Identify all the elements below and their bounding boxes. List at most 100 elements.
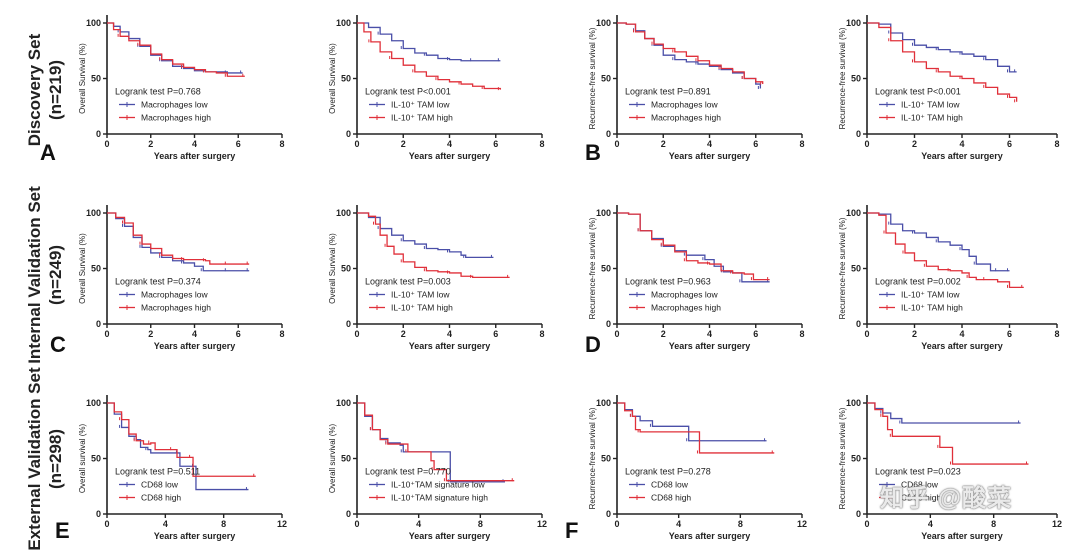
x-tick-label: 0 [614, 139, 619, 149]
x-tick-label: 4 [959, 329, 964, 339]
logrank-annotation: Logrank test P=0.278 [625, 467, 711, 477]
y-axis-label: Overall survival (%) [78, 423, 87, 493]
row-label-text: Discovery Set (n=219) [24, 34, 66, 146]
y-axis-label: Overall Survival (%) [328, 233, 337, 304]
y-tick-label: 0 [606, 509, 611, 519]
legend-item-low: Macrophages low [141, 100, 208, 110]
legend-item-high: IL-10⁺ TAM high [391, 113, 453, 123]
x-tick-label: 8 [478, 519, 483, 529]
y-tick-label: 0 [346, 509, 351, 519]
km-plot-a1: 0 50 100 0 2 4 6 8 Years after surgery Overall Su… [78, 15, 285, 161]
x-tick-label: 4 [676, 519, 681, 529]
legend-item-low: CD68 low [901, 480, 939, 490]
y-tick-label: 50 [341, 454, 351, 464]
y-tick-label: 50 [851, 264, 861, 274]
x-tick-label: 12 [1052, 519, 1062, 529]
y-axis-label: Recurrence-free survival (%) [588, 407, 597, 509]
x-axis-label: Years after surgery [154, 151, 236, 161]
legend-item-low: CD68 low [141, 480, 179, 490]
km-curve-low [107, 402, 249, 491]
y-axis-label: Overall Survival (%) [78, 233, 87, 304]
y-axis-label: Recurrence-free survival (%) [838, 407, 847, 509]
y-tick-label: 100 [846, 18, 861, 28]
y-tick-label: 0 [96, 509, 101, 519]
legend-item-low: IL-10⁺ TAM low [901, 100, 960, 110]
y-tick-label: 50 [341, 264, 351, 274]
y-tick-label: 50 [851, 74, 861, 84]
x-tick-label: 4 [447, 329, 452, 339]
x-tick-label: 0 [354, 139, 359, 149]
panel-letter-f: F [565, 518, 579, 543]
x-tick-label: 2 [661, 329, 666, 339]
legend-item-high: CD68 high [901, 493, 941, 503]
x-tick-label: 12 [277, 519, 287, 529]
logrank-annotation: Logrank test P<0.001 [365, 87, 451, 97]
km-curve-high [357, 402, 515, 482]
x-axis-label: Years after surgery [669, 341, 751, 351]
legend-item-low: CD68 low [651, 480, 689, 490]
x-tick-label: 4 [959, 139, 964, 149]
x-tick-label: 0 [104, 329, 109, 339]
y-tick-label: 50 [341, 74, 351, 84]
x-axis-label: Years after surgery [669, 531, 751, 541]
km-curve-high [107, 212, 250, 265]
y-tick-label: 0 [346, 129, 351, 139]
panel-letter-d: D [585, 332, 601, 357]
km-curve-high [107, 402, 256, 477]
km-curve-low [107, 22, 243, 74]
logrank-annotation: Logrank test P=0.023 [875, 467, 961, 477]
y-tick-label: 100 [596, 18, 611, 28]
y-tick-label: 0 [96, 319, 101, 329]
x-tick-label: 4 [707, 329, 712, 339]
km-plot-c2: 0 50 100 0 2 4 6 8 Years after surgery Overall Su… [328, 205, 545, 351]
legend-item-low: Macrophages low [141, 290, 208, 300]
row-label-line1: External Validation Set [25, 367, 44, 551]
x-axis-label: Years after surgery [921, 151, 1003, 161]
x-tick-label: 8 [279, 139, 284, 149]
x-axis-label: Years after surgery [669, 151, 751, 161]
km-curve-high [867, 22, 1018, 102]
y-tick-label: 100 [336, 398, 351, 408]
logrank-annotation: Logrank test P<0.001 [875, 87, 961, 97]
km-plot-e1: 0 50 100 0 4 8 12 Years after surgery Overall su… [78, 395, 287, 541]
legend-item-low: IL-10⁺ TAM low [391, 290, 450, 300]
km-plot-a2: 0 50 100 0 2 4 6 8 Years after surgery Overall Su… [328, 15, 545, 161]
y-axis-label: Recurrence-free survival (%) [838, 27, 847, 129]
logrank-annotation: Logrank test P=0.770 [365, 467, 451, 477]
x-axis-label: Years after surgery [154, 341, 236, 351]
x-tick-label: 6 [236, 329, 241, 339]
legend-item-high: IL-10⁺ TAM high [391, 303, 453, 313]
y-axis-label: Recurrence-free survival (%) [588, 217, 597, 319]
km-curve-low [107, 212, 250, 272]
x-tick-label: 8 [1054, 139, 1059, 149]
row-label-line2: (n=249) [46, 245, 65, 306]
x-tick-label: 6 [1007, 139, 1012, 149]
x-axis-label: Years after surgery [921, 531, 1003, 541]
x-tick-label: 2 [661, 139, 666, 149]
km-curve-high [617, 22, 764, 85]
x-tick-label: 0 [354, 519, 359, 529]
x-tick-label: 2 [912, 139, 917, 149]
logrank-annotation: Logrank test P=0.963 [625, 277, 711, 287]
y-tick-label: 0 [856, 319, 861, 329]
y-tick-label: 100 [596, 208, 611, 218]
x-tick-label: 0 [104, 519, 109, 529]
x-tick-label: 2 [148, 139, 153, 149]
x-tick-label: 4 [163, 519, 168, 529]
y-tick-label: 100 [86, 208, 101, 218]
y-tick-label: 50 [91, 454, 101, 464]
km-curve-high [107, 22, 245, 77]
km-curve-high [357, 22, 502, 90]
legend-item-high: Macrophages high [141, 303, 211, 313]
y-tick-label: 100 [846, 398, 861, 408]
x-tick-label: 0 [614, 329, 619, 339]
y-tick-label: 0 [96, 129, 101, 139]
legend-item-high: Macrophages high [651, 303, 721, 313]
row-label-line1: Discovery Set [25, 33, 44, 147]
x-tick-label: 6 [236, 139, 241, 149]
km-curve-high [867, 402, 1029, 465]
logrank-annotation: Logrank test P=0.511 [115, 467, 200, 477]
x-tick-label: 2 [401, 139, 406, 149]
x-axis-label: Years after surgery [921, 341, 1003, 351]
x-tick-label: 8 [221, 519, 226, 529]
